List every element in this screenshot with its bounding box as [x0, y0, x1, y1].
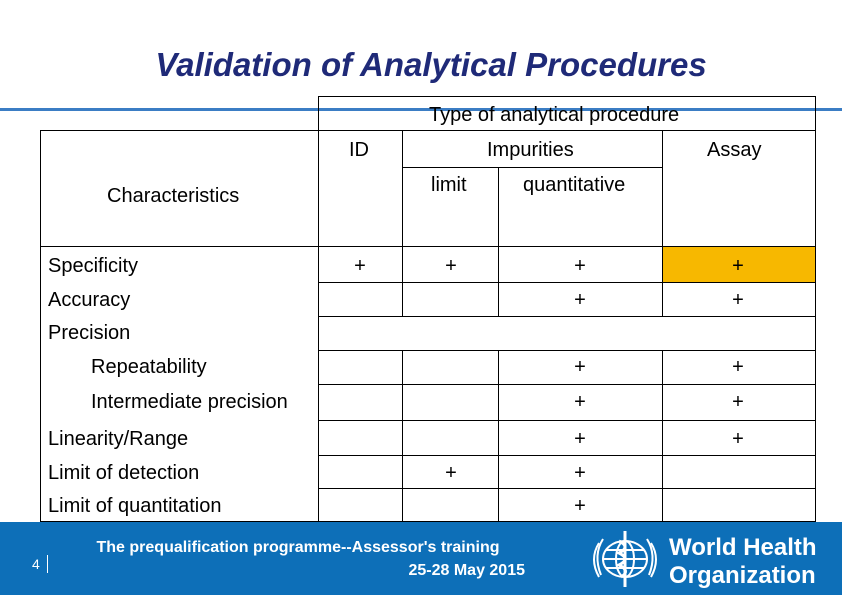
table-rule: [318, 96, 816, 97]
table-rule: [318, 455, 816, 456]
table-rule: [498, 167, 499, 316]
cell-mark: +: [574, 391, 586, 413]
table-rule: [318, 488, 816, 489]
header-type-of-procedure: Type of analytical procedure: [429, 104, 680, 126]
table-rule: [318, 384, 816, 385]
cell-mark: +: [732, 356, 744, 378]
header-characteristics: Characteristics: [107, 185, 240, 207]
table-rule: [402, 167, 662, 168]
row-label-specificity: Specificity: [48, 255, 139, 277]
who-wordmark: World Health Organization: [669, 534, 817, 590]
who-wordmark-line2: Organization: [669, 562, 816, 589]
page-number: 4: [32, 556, 40, 572]
table-rule: [318, 316, 816, 317]
cell-mark: +: [732, 391, 744, 413]
highlighted-cell: [663, 247, 815, 282]
table-rule: [40, 521, 816, 522]
header-assay: Assay: [707, 139, 762, 161]
table-rule: [318, 420, 816, 421]
page-title: Validation of Analytical Procedures: [155, 46, 707, 83]
table-rule: [402, 350, 403, 521]
header-limit: limit: [431, 174, 467, 196]
row-label-intermediate-precision: Intermediate precision: [91, 391, 288, 413]
cell-mark: +: [574, 462, 586, 484]
row-label-repeatability: Repeatability: [91, 356, 207, 378]
cell-mark: +: [574, 255, 586, 277]
table-rule: [318, 350, 816, 351]
header-id: ID: [349, 139, 369, 161]
table-rule: [662, 130, 663, 316]
table-rule: [318, 282, 816, 283]
row-label-limit-of-detection: Limit of detection: [48, 462, 200, 484]
header-quantitative: quantitative: [523, 174, 626, 196]
table-rule: [40, 130, 816, 131]
row-label-accuracy: Accuracy: [48, 289, 131, 311]
table-rule: [40, 246, 816, 247]
footer-bar: [0, 522, 842, 595]
cell-mark: +: [732, 255, 744, 277]
cell-mark: +: [574, 495, 586, 517]
table-rule: [402, 130, 403, 316]
header-impurities: Impurities: [487, 139, 574, 161]
row-label-linearity-range: Linearity/Range: [48, 428, 189, 450]
cell-mark: +: [445, 462, 457, 484]
table-rule: [662, 350, 663, 521]
cell-mark: +: [732, 428, 744, 450]
table-rule: [318, 96, 319, 521]
footer-date-text: 25-28 May 2015: [408, 562, 525, 579]
page-number-divider: [47, 555, 48, 573]
row-label-precision: Precision: [48, 322, 131, 344]
row-label-limit-of-quantitation: Limit of quantitation: [48, 495, 222, 517]
who-emblem-icon: [585, 527, 665, 591]
footer-programme-text: The prequalification programme--Assessor…: [96, 539, 500, 556]
table-rule: [815, 96, 816, 521]
who-wordmark-line1: World Health: [669, 534, 817, 561]
cell-mark: +: [732, 289, 744, 311]
table-rule: [40, 130, 41, 521]
title-divider: [0, 108, 842, 111]
cell-mark: +: [574, 428, 586, 450]
cell-mark: +: [574, 356, 586, 378]
table-rule: [498, 350, 499, 521]
cell-mark: +: [574, 289, 586, 311]
cell-mark: +: [445, 255, 457, 277]
cell-mark: +: [354, 255, 366, 277]
